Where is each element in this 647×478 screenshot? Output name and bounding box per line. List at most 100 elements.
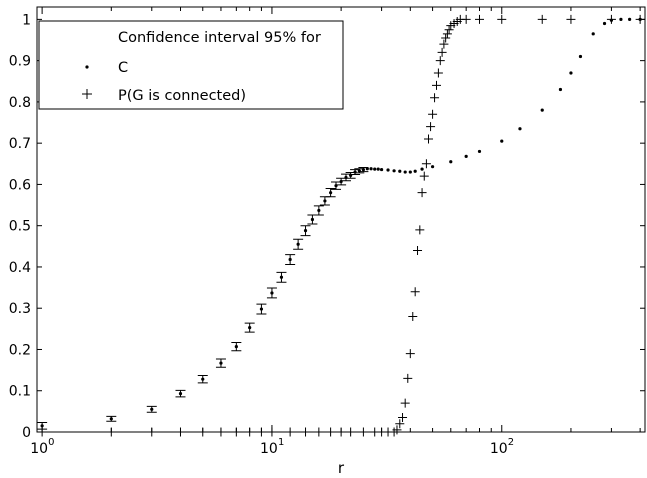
c-point bbox=[500, 139, 504, 143]
p-connected-point bbox=[408, 311, 418, 321]
c-point bbox=[413, 169, 417, 173]
y-tick-label: 0.1 bbox=[9, 384, 31, 400]
c-point bbox=[219, 361, 223, 365]
p-connected-point bbox=[413, 245, 423, 255]
c-point bbox=[430, 165, 435, 169]
c-point bbox=[420, 167, 424, 171]
c-point bbox=[591, 32, 595, 36]
c-point bbox=[296, 242, 300, 246]
c-point bbox=[578, 54, 583, 59]
p-connected-point bbox=[403, 373, 413, 383]
p-connected-point bbox=[439, 39, 449, 49]
p-connected-point bbox=[419, 171, 429, 181]
p-connected-point bbox=[497, 14, 507, 24]
c-point bbox=[558, 87, 563, 92]
c-point bbox=[379, 167, 384, 172]
y-tick-label: 0.7 bbox=[9, 136, 31, 152]
c-point bbox=[628, 17, 632, 21]
p-connected-point bbox=[426, 122, 436, 132]
c-point bbox=[619, 17, 623, 21]
p-connected-point bbox=[430, 93, 440, 103]
x-tick-exponent: 0 bbox=[48, 437, 54, 448]
c-point bbox=[376, 167, 380, 171]
p-connected-point bbox=[421, 159, 431, 169]
x-tick-exponent: 1 bbox=[278, 437, 284, 448]
p-connected-point bbox=[395, 419, 405, 429]
c-point bbox=[109, 417, 113, 421]
p-connected-point bbox=[441, 33, 451, 43]
c-point bbox=[392, 169, 396, 173]
c-point bbox=[408, 170, 412, 174]
y-tick-label: 0.5 bbox=[9, 219, 31, 235]
p-connected-point bbox=[606, 14, 616, 24]
p-connected-point bbox=[410, 287, 420, 297]
c-point bbox=[259, 307, 264, 311]
c-point bbox=[369, 167, 373, 171]
p-connected-point bbox=[437, 47, 447, 57]
c-point bbox=[270, 291, 274, 295]
c-point bbox=[373, 167, 377, 171]
x-tick-label: 10 bbox=[260, 441, 278, 457]
p-connected-point bbox=[461, 14, 471, 24]
x-tick-label: 10 bbox=[490, 441, 508, 457]
c-point bbox=[464, 154, 468, 158]
legend-dot-marker bbox=[85, 65, 89, 69]
p-connected-point bbox=[444, 25, 454, 35]
c-point bbox=[365, 167, 369, 171]
c-point bbox=[178, 392, 183, 396]
p-connected-point bbox=[400, 398, 410, 408]
legend-entry-p-connected: P(G is connected) bbox=[118, 88, 246, 104]
p-connected-point bbox=[428, 109, 438, 119]
p-connected-point bbox=[537, 14, 547, 24]
p-connected-point bbox=[431, 80, 441, 90]
p-connected-point bbox=[435, 56, 445, 66]
y-tick-label: 1 bbox=[22, 12, 31, 28]
x-tick-exponent: 2 bbox=[508, 437, 514, 448]
y-tick-label: 0.9 bbox=[9, 54, 31, 70]
c-point bbox=[317, 208, 321, 213]
x-tick-label: 10 bbox=[30, 441, 48, 457]
c-point bbox=[386, 168, 390, 172]
c-point bbox=[234, 344, 238, 349]
legend-entry-c: C bbox=[118, 60, 128, 76]
c-point bbox=[403, 170, 407, 174]
p-connected-point bbox=[417, 188, 427, 198]
c-point bbox=[288, 257, 292, 262]
legend-plus-marker bbox=[82, 89, 92, 99]
y-tick-label: 0 bbox=[22, 425, 31, 441]
c-point bbox=[518, 127, 522, 131]
c-point bbox=[201, 377, 205, 381]
p-connected-point bbox=[474, 14, 484, 24]
y-tick-label: 0.8 bbox=[9, 95, 31, 111]
c-point bbox=[449, 160, 453, 164]
x-axis-label: r bbox=[338, 459, 345, 477]
c-point bbox=[329, 191, 333, 195]
p-connected-point bbox=[424, 134, 434, 144]
p-connected-point bbox=[392, 425, 402, 435]
y-tick-label: 0.2 bbox=[9, 342, 31, 358]
c-point bbox=[303, 229, 308, 233]
c-point bbox=[540, 108, 544, 112]
legend: Confidence interval 95% for C P(G is con… bbox=[38, 20, 344, 110]
c-point bbox=[569, 71, 573, 75]
c-point bbox=[323, 199, 327, 203]
c-point bbox=[279, 275, 284, 279]
y-tick-label: 0.6 bbox=[9, 177, 31, 193]
y-tick-label: 0.3 bbox=[9, 301, 31, 317]
c-point bbox=[248, 326, 252, 330]
p-connected-point bbox=[566, 14, 576, 24]
p-connected-point bbox=[405, 349, 415, 359]
c-point bbox=[602, 21, 607, 26]
p-connected-point bbox=[415, 225, 425, 235]
p-connected-point bbox=[442, 29, 452, 39]
y-tick-label: 0.4 bbox=[9, 260, 31, 276]
p-connected-point bbox=[398, 413, 408, 423]
p-connected-point bbox=[433, 68, 443, 78]
legend-title: Confidence interval 95% for bbox=[118, 30, 321, 46]
c-point bbox=[398, 169, 402, 173]
c-point bbox=[150, 407, 154, 411]
c-point bbox=[361, 167, 365, 172]
c-point bbox=[310, 217, 315, 222]
